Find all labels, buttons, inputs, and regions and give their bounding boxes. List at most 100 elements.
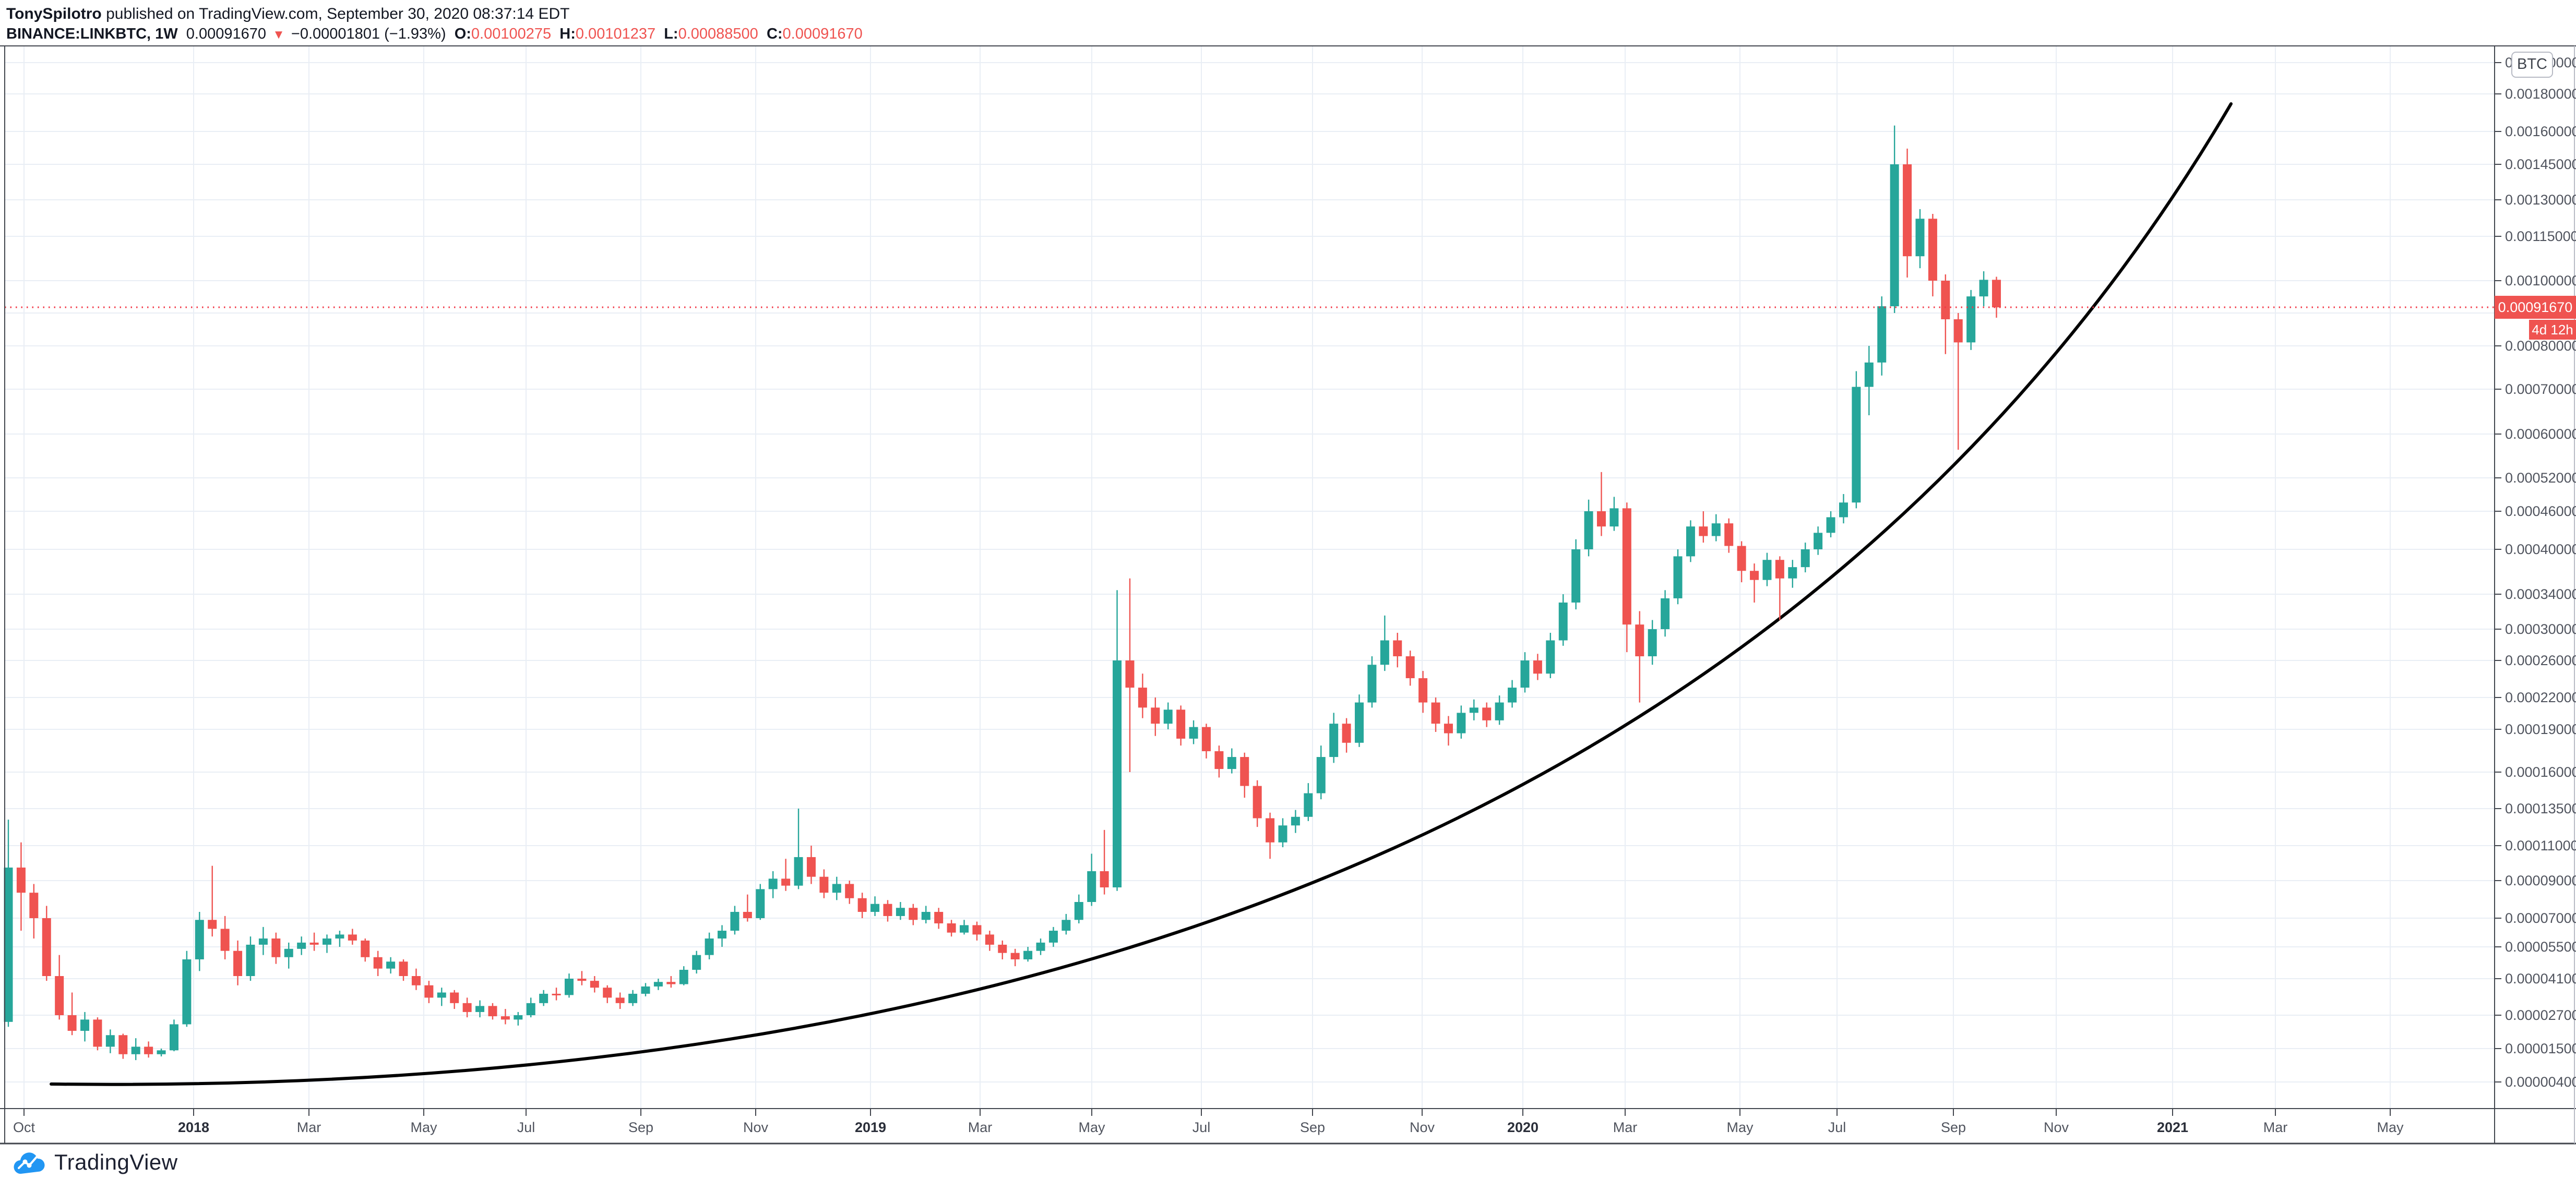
candlestick bbox=[1189, 727, 1198, 739]
candlestick bbox=[1329, 724, 1339, 757]
time-axis-label: 2018 bbox=[177, 1120, 210, 1135]
candlestick bbox=[845, 884, 854, 898]
candlestick bbox=[947, 923, 956, 933]
tradingview-logo-text: TradingView bbox=[54, 1150, 178, 1174]
candlestick bbox=[641, 986, 650, 994]
candlestick bbox=[335, 934, 344, 939]
candlestick bbox=[934, 911, 944, 923]
trendline-curve bbox=[50, 102, 2233, 1086]
candlestick bbox=[1062, 920, 1071, 931]
candlestick bbox=[1036, 942, 1045, 951]
price-axis-label: 0.00001500 bbox=[2505, 1041, 2576, 1056]
candlestick bbox=[1508, 688, 1517, 703]
candlestick bbox=[1469, 707, 1478, 713]
price-axis-label: 0.00046000 bbox=[2505, 503, 2576, 519]
candlestick bbox=[1737, 546, 1746, 571]
symbol-ohlc-line: BINANCE:LINKBTC, 1W 0.00091670 ▼ −0.0000… bbox=[6, 24, 863, 45]
candlestick bbox=[258, 938, 268, 945]
candlestick bbox=[297, 942, 306, 949]
candlestick bbox=[921, 911, 931, 920]
candlestick bbox=[1724, 523, 1734, 546]
candlestick bbox=[1355, 702, 1364, 743]
price-axis-label: 0.00005500 bbox=[2505, 939, 2576, 955]
candlestick bbox=[1380, 640, 1389, 665]
candlestick bbox=[909, 908, 918, 920]
candlestick bbox=[857, 898, 867, 912]
candlestick bbox=[105, 1035, 115, 1047]
price-axis-label: 0.00180000 bbox=[2505, 86, 2576, 102]
candlestick bbox=[960, 925, 969, 933]
price-axis-label: 0.00052000 bbox=[2505, 470, 2576, 486]
price-axis-label: 0.00115000 bbox=[2505, 228, 2576, 244]
time-axis-label: Mar bbox=[2263, 1120, 2288, 1135]
time-axis-label: 2019 bbox=[854, 1120, 887, 1135]
price-axis-label: 0.00160000 bbox=[2505, 124, 2576, 139]
time-axis-label: Mar bbox=[968, 1120, 993, 1135]
candlestick bbox=[1151, 707, 1160, 724]
candlestick bbox=[131, 1046, 140, 1054]
bar-countdown-badge: 4d 12h bbox=[2529, 320, 2576, 340]
candlestick bbox=[284, 948, 293, 957]
time-axis-label: Nov bbox=[743, 1120, 769, 1135]
last-price: 0.00091670 bbox=[186, 26, 266, 42]
candlestick bbox=[1648, 629, 1657, 657]
candlestick bbox=[220, 929, 230, 951]
candlestick bbox=[1533, 660, 1542, 674]
candlestick bbox=[998, 944, 1007, 953]
candlestick bbox=[1367, 665, 1377, 703]
candlestick bbox=[309, 942, 319, 945]
candlestick bbox=[118, 1035, 128, 1054]
candlestick bbox=[794, 857, 803, 886]
candlestick bbox=[603, 988, 612, 998]
candlestick bbox=[1597, 511, 1606, 527]
price-axis-label: 0.00030000 bbox=[2505, 621, 2576, 637]
close-label: C: bbox=[766, 26, 783, 42]
time-axis-label: Sep bbox=[1299, 1120, 1326, 1135]
candlestick bbox=[1928, 219, 1937, 281]
candlestick bbox=[169, 1024, 178, 1051]
candlestick bbox=[1661, 598, 1670, 629]
candlestick bbox=[488, 1006, 497, 1017]
candlestick bbox=[896, 908, 905, 916]
candlestick bbox=[1316, 757, 1326, 793]
candlestick bbox=[1903, 164, 1912, 257]
price-change: −0.00001801 (−1.93%) bbox=[291, 26, 446, 42]
candlestick bbox=[1800, 549, 1810, 568]
candlestick bbox=[437, 992, 446, 998]
candlestick bbox=[411, 976, 421, 985]
price-axis-label: 0.00080000 bbox=[2505, 338, 2576, 354]
candlestick bbox=[462, 1003, 472, 1012]
candlestick bbox=[743, 911, 752, 918]
candlestick bbox=[1253, 786, 1262, 819]
candlestick bbox=[399, 961, 408, 976]
current-price-badge: 0.00091670 bbox=[2495, 296, 2576, 319]
candlestick bbox=[1609, 508, 1619, 527]
tradingview-logo[interactable]: TradingView bbox=[14, 1150, 178, 1175]
candlestick bbox=[628, 993, 638, 1003]
candlestick bbox=[972, 925, 982, 935]
axis-unit-button[interactable]: BTC bbox=[2511, 52, 2553, 78]
candlestick bbox=[1775, 560, 1784, 579]
candlestick bbox=[1201, 727, 1211, 751]
candlestick bbox=[1966, 296, 1976, 343]
low-label: L: bbox=[664, 26, 678, 42]
candlestick bbox=[1546, 640, 1555, 674]
candlestick bbox=[93, 1019, 102, 1047]
price-axis-label: 0.00100000 bbox=[2505, 273, 2576, 288]
candlestick bbox=[1342, 724, 1351, 743]
price-axis-label: 0.00016000 bbox=[2505, 764, 2576, 780]
candlestick bbox=[552, 993, 561, 995]
candlestick bbox=[781, 879, 791, 886]
candlestick bbox=[1214, 751, 1224, 769]
candlestick bbox=[730, 911, 740, 931]
candlestick bbox=[1979, 280, 1988, 297]
time-axis-label: Sep bbox=[628, 1120, 654, 1135]
chart-header: TonySpilotro published on TradingView.co… bbox=[6, 4, 863, 45]
candlestick bbox=[80, 1019, 90, 1031]
publish-line: TonySpilotro published on TradingView.co… bbox=[6, 4, 863, 24]
candlestick bbox=[1520, 660, 1530, 688]
price-axis-label: 0.00130000 bbox=[2505, 192, 2576, 208]
price-axis-label: 0.00022000 bbox=[2505, 690, 2576, 705]
time-axis-label: 2021 bbox=[2156, 1120, 2189, 1135]
